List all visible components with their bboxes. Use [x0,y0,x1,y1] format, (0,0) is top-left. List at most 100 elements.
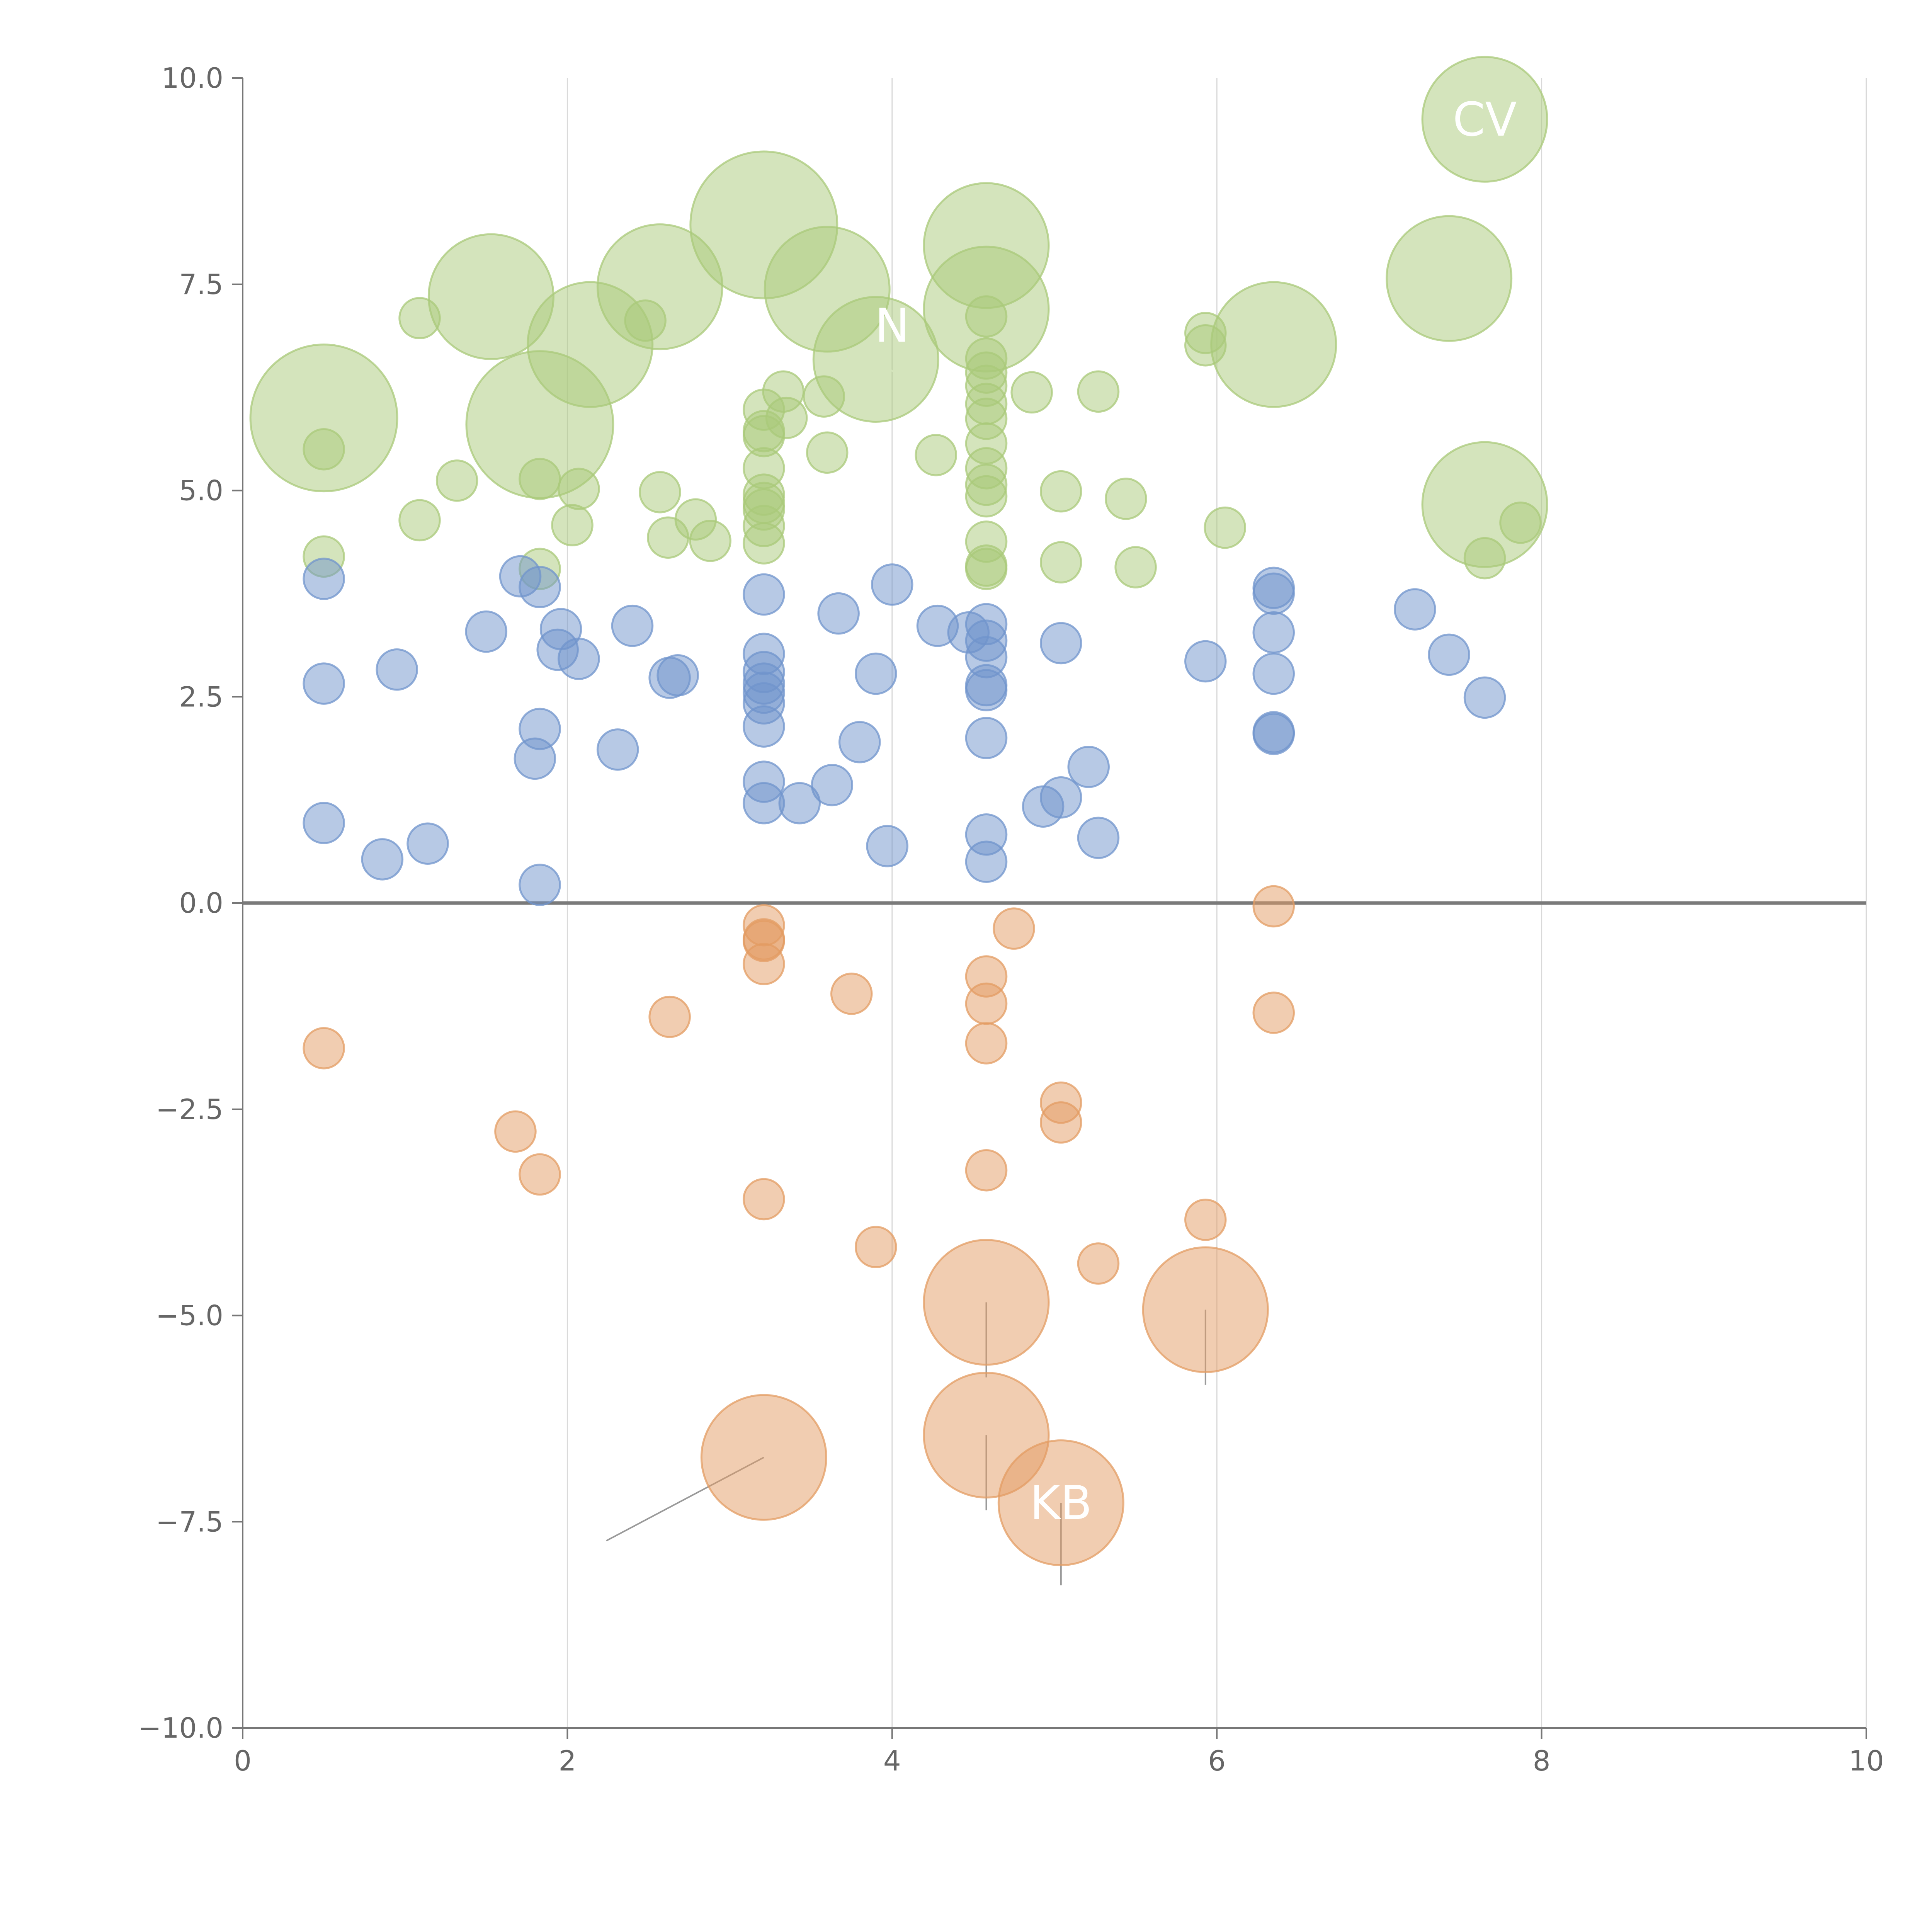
green-bubble [519,457,561,500]
green-bubble [965,475,1008,518]
orange-bubble [494,1110,537,1153]
orange-bubble [743,1178,785,1221]
blue-bubble [1428,633,1470,676]
y-tick-label: 5.0 [179,474,223,507]
green-bubble [1386,215,1513,342]
blue-bubble [811,764,854,806]
orange-bubble [965,982,1008,1025]
green-bubble [765,396,808,439]
blue-bubble [656,654,699,697]
green-bubble [1010,371,1053,414]
orange-bubble [965,1149,1008,1192]
green-bubble [965,295,1008,338]
green-bubble [965,548,1008,590]
blue-bubble [1067,745,1110,788]
orange-bubble [997,1439,1124,1566]
blue-bubble [465,610,508,653]
label-layer: CV N KB [875,93,1517,1530]
blue-bubble [558,638,600,680]
blue-bubble [871,563,913,606]
bubble-label: CV [1453,93,1517,147]
green-bubble [303,428,345,471]
orange-bubble [648,995,691,1038]
blue-bubble [376,648,418,691]
blue-bubble [303,802,345,844]
orange-bubble [1184,1199,1227,1241]
green-bubble [435,459,478,502]
green-bubble [1463,537,1506,580]
orange-bubble [830,973,873,1015]
blue-bubble [838,721,881,764]
green-bubble [1040,470,1082,513]
bubble-label: KB [1030,1476,1092,1530]
blue-bubble [1184,640,1227,683]
green-bubble [1105,478,1147,520]
blue-bubble [866,825,908,867]
blue-bubble [1394,588,1436,631]
x-tick-label: 6 [1208,1745,1226,1777]
orange-bubble [1252,992,1295,1034]
green-bubble [1114,546,1157,588]
blue-bubble [1252,611,1295,654]
green-bubble [812,296,939,423]
green-bubble [1077,370,1120,413]
y-tick-label: 10.0 [162,62,223,94]
green-bubble [596,223,723,350]
blue-bubble [519,707,561,750]
blue-bubble [965,669,1008,711]
axis-layer: 10.0 7.5 5.0 2.5 0.0 −2.5 −5.0 −7.5 −10.0 0 2 4 6 8 10 [138,62,1884,1777]
green-bubble [639,471,681,514]
blue-bubble [1040,622,1082,665]
blue-bubble [519,566,561,609]
green-bubble [806,431,849,474]
y-tick-label: −2.5 [156,1093,223,1126]
blue-bubble [1463,676,1506,719]
blue-bubble [596,728,639,771]
orange-bubble [965,1022,1008,1065]
blue-bubble [817,592,860,635]
x-tick-label: 10 [1849,1745,1884,1777]
orange-bubble [700,1394,827,1521]
green-bubble [398,499,441,542]
green-bubble [915,434,957,476]
green-bubble [689,519,731,562]
green-bubble [1040,541,1082,583]
blue-bubble [406,822,449,865]
blue-bubble [743,782,785,825]
orange-bubble [855,1226,897,1269]
x-tick-label: 0 [234,1745,252,1777]
blue-bubble [743,705,785,748]
blue-bubble [611,604,654,647]
orange-bubble [1040,1101,1082,1144]
orange-bubble [923,1239,1050,1366]
green-bubble [558,468,600,510]
orange-bubble [743,943,785,985]
blue-bubble [778,782,821,825]
orange-bubble [1142,1246,1269,1373]
blue-bubble [519,864,561,906]
blue-bubble [743,573,785,616]
blue-bubble [303,662,345,705]
blue-bubble [1252,572,1295,615]
y-tick-label: −5.0 [156,1299,223,1332]
blue-bubble [965,840,1008,883]
orange-bubble [303,1027,345,1070]
y-tick-label: 2.5 [179,680,223,713]
blue-bubble [1040,776,1082,819]
green-bubble [1421,56,1548,183]
orange-bubble [1252,885,1295,928]
orange-bubble [519,1153,561,1196]
y-tick-label: 0.0 [179,887,223,919]
x-tick-label: 2 [558,1745,576,1777]
green-bubble [551,504,594,546]
y-tick-label: −10.0 [138,1712,223,1744]
green-bubble [743,522,785,565]
blue-bubble [303,558,345,600]
green-bubble [249,344,398,493]
blue-bubble [855,652,897,695]
y-tick-label: −7.5 [156,1505,223,1538]
blue-bubble [1252,652,1295,695]
blue-bubble [965,717,1008,759]
